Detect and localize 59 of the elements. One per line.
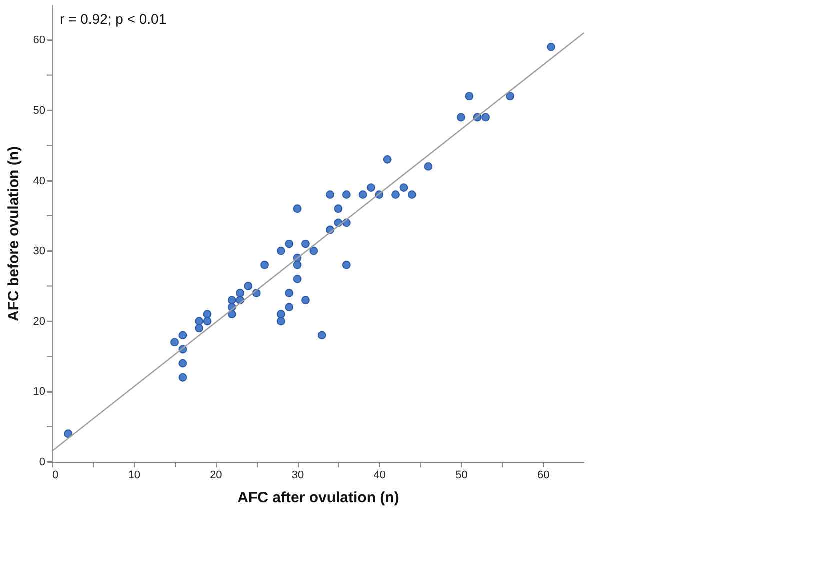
x-tick-label: 40 <box>374 470 386 482</box>
point <box>342 260 351 270</box>
point <box>302 240 310 248</box>
point <box>170 338 179 347</box>
point <box>457 113 466 122</box>
point <box>285 240 294 248</box>
point <box>228 296 236 304</box>
point <box>195 317 204 326</box>
point <box>326 190 334 200</box>
point <box>293 260 302 270</box>
point <box>260 260 270 270</box>
point <box>293 275 302 284</box>
point <box>547 42 556 52</box>
x-tick-label: 60 <box>537 470 550 482</box>
point <box>334 204 343 214</box>
point <box>178 331 188 340</box>
y-tick-label: 0 <box>39 456 46 468</box>
point <box>366 184 376 192</box>
point <box>178 359 188 368</box>
point <box>203 310 212 319</box>
point <box>408 190 416 200</box>
point <box>244 282 253 290</box>
point <box>400 184 408 192</box>
y-tick-label: 60 <box>33 34 46 47</box>
x-axis-title: AFC after ovulation (n) <box>238 490 400 506</box>
point <box>276 317 286 326</box>
y-tick-label: 20 <box>33 316 46 328</box>
point <box>506 92 515 101</box>
point <box>482 113 490 122</box>
x-tick-label: 30 <box>292 470 304 482</box>
y-axis-title: AFC before ovulation (n) <box>5 146 22 322</box>
point <box>195 324 204 333</box>
point <box>236 289 244 298</box>
point <box>392 190 400 200</box>
point <box>318 331 326 340</box>
point <box>276 310 286 319</box>
y-tick-label: 50 <box>33 104 46 117</box>
y-tick-label: 40 <box>33 175 46 188</box>
annotation: r = 0.92; p < 0.01 <box>60 11 167 27</box>
x-tick-label: 0 <box>52 470 59 482</box>
y-tick-label: 10 <box>33 386 46 398</box>
point <box>293 204 302 214</box>
point <box>465 92 474 101</box>
point <box>302 296 310 304</box>
point <box>310 246 318 256</box>
point <box>64 430 73 438</box>
point <box>203 317 212 326</box>
point <box>178 373 188 382</box>
point <box>358 190 368 200</box>
x-tick-label: 50 <box>456 470 468 482</box>
point <box>342 190 351 200</box>
point <box>424 162 433 171</box>
x-tick-label: 10 <box>128 470 140 482</box>
point <box>285 303 294 312</box>
point <box>276 246 286 256</box>
point <box>285 289 294 298</box>
point <box>383 155 392 164</box>
x-tick-label: 20 <box>210 470 222 482</box>
y-tick-label: 30 <box>33 246 46 258</box>
